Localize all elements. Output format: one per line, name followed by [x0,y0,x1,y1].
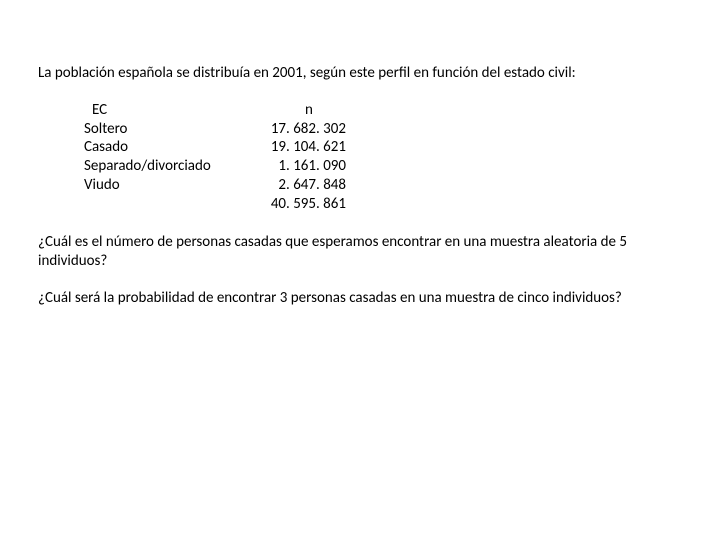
table-row: Casado 19. 104. 621 [84,138,682,157]
header-n: n [264,101,354,120]
row-label: Casado [84,138,256,157]
intro-paragraph: La población española se distribuía en 2… [38,64,682,83]
row-label: Soltero [84,120,256,139]
table-header-row: EC n [84,101,682,120]
header-ec: EC [84,101,264,120]
table-row: Soltero 17. 682. 302 [84,120,682,139]
table-row: Viudo 2. 647. 848 [84,176,682,195]
row-label: Separado/divorciado [84,157,256,176]
row-value: 19. 104. 621 [256,138,346,157]
page: La población española se distribuía en 2… [0,0,720,308]
question-1: ¿Cuál es el número de personas casadas q… [38,233,682,271]
question-2: ¿Cuál será la probabilidad de encontrar … [38,289,682,308]
row-label: Viudo [84,176,256,195]
row-value: 1. 161. 090 [256,157,346,176]
table-row: Separado/divorciado 1. 161. 090 [84,157,682,176]
table-total-row: 40. 595. 861 [84,195,682,214]
row-total: 40. 595. 861 [256,195,346,214]
row-value: 17. 682. 302 [256,120,346,139]
data-table: EC n Soltero 17. 682. 302 Casado 19. 104… [84,101,682,214]
row-label-empty [84,195,256,214]
row-value: 2. 647. 848 [256,176,346,195]
